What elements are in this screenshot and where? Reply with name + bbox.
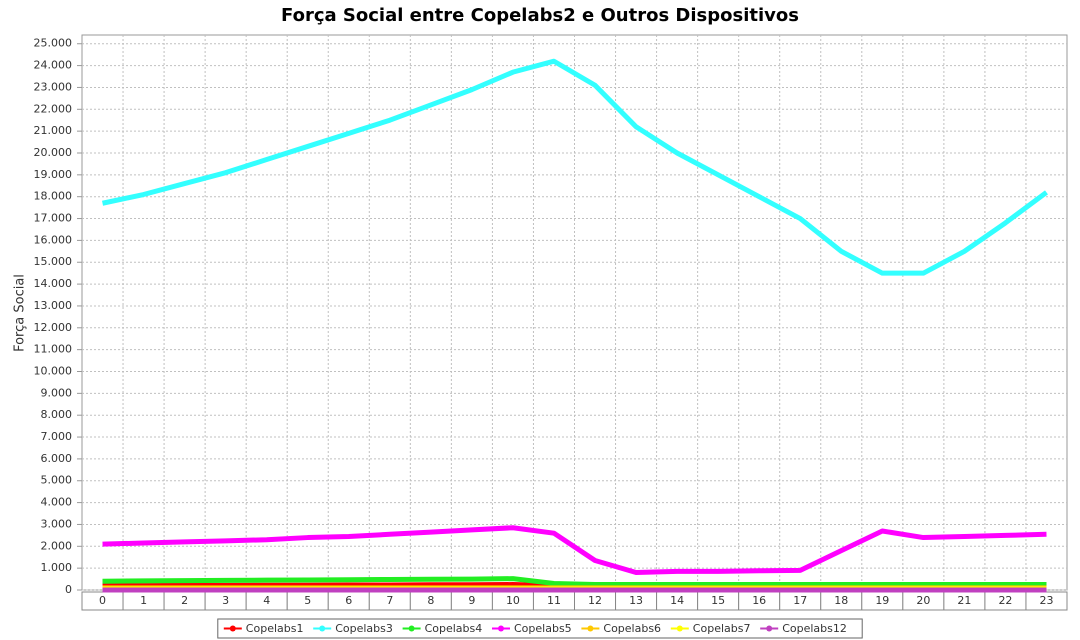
x-tick-label: 12	[588, 594, 602, 607]
x-tick-label: 4	[263, 594, 270, 607]
x-tick-label: 3	[222, 594, 229, 607]
legend-marker	[676, 625, 683, 632]
x-tick-label: 7	[386, 594, 393, 607]
legend-label: Copelabs4	[425, 622, 483, 635]
x-tick-label: 1	[140, 594, 147, 607]
y-tick-label: 2.000	[41, 539, 73, 552]
x-tick-label: 22	[998, 594, 1012, 607]
y-tick-label: 16.000	[34, 233, 73, 246]
x-tick-label: 23	[1039, 594, 1053, 607]
chart-title: Força Social entre Copelabs2 e Outros Di…	[281, 5, 799, 26]
x-tick-label: 19	[875, 594, 889, 607]
legend-marker	[766, 625, 773, 632]
legend-marker	[408, 625, 415, 632]
y-tick-label: 22.000	[34, 102, 73, 115]
y-tick-label: 13.000	[34, 299, 73, 312]
series-line	[102, 525, 1047, 576]
series-line	[102, 58, 1048, 276]
legend-label: Copelabs7	[693, 622, 751, 635]
y-tick-label: 6.000	[41, 452, 73, 465]
x-tick-label: 20	[916, 594, 930, 607]
y-tick-label: 12.000	[34, 321, 73, 334]
y-tick-label: 15.000	[34, 255, 73, 268]
y-axis-label: Força Social	[13, 274, 28, 352]
x-tick-label: 10	[506, 594, 520, 607]
x-tick-label: 2	[181, 594, 188, 607]
y-tick-label: 11.000	[34, 343, 73, 356]
legend-label: Copelabs5	[514, 622, 572, 635]
legend-label: Copelabs1	[246, 622, 304, 635]
y-tick-label: 25.000	[34, 37, 73, 50]
legend-label: Copelabs6	[603, 622, 661, 635]
x-tick-label: 0	[99, 594, 106, 607]
category-box	[1025, 591, 1068, 611]
x-tick-label: 9	[468, 594, 475, 607]
x-tick-label: 18	[834, 594, 848, 607]
x-tick-label: 13	[629, 594, 643, 607]
y-tick-label: 21.000	[34, 124, 73, 137]
legend-marker	[498, 625, 504, 632]
x-tick-label: 11	[547, 594, 561, 607]
x-tick-label: 14	[670, 594, 684, 607]
y-tick-label: 4.000	[41, 496, 73, 509]
y-tick-label: 8.000	[41, 408, 73, 421]
x-tick-label: 17	[793, 594, 807, 607]
y-tick-label: 7.000	[41, 430, 73, 443]
y-tick-label: 17.000	[34, 212, 73, 225]
y-tick-label: 5.000	[41, 474, 73, 487]
y-tick-label: 19.000	[34, 168, 73, 181]
y-tick-label: 0	[65, 583, 72, 596]
x-tick-label: 16	[752, 594, 766, 607]
legend-box	[217, 618, 863, 639]
legend-label: Copelabs3	[335, 622, 393, 635]
legend-marker	[587, 625, 594, 632]
y-tick-label: 1.000	[41, 561, 73, 574]
x-tick-label: 15	[711, 594, 725, 607]
series-line	[102, 576, 1047, 588]
x-tick-label: 21	[957, 594, 971, 607]
y-tick-label: 3.000	[41, 517, 73, 530]
legend-marker	[319, 625, 326, 632]
y-tick-label: 23.000	[34, 80, 73, 93]
y-tick-label: 20.000	[34, 146, 73, 159]
x-tick-label: 5	[304, 594, 311, 607]
legend-label: Copelabs12	[782, 622, 847, 635]
y-tick-label: 9.000	[41, 386, 73, 399]
y-tick-label: 24.000	[34, 59, 73, 72]
y-tick-label: 10.000	[34, 364, 73, 377]
x-tick-label: 6	[345, 594, 352, 607]
legend-marker	[229, 625, 236, 632]
x-tick-label: 8	[427, 594, 434, 607]
y-tick-label: 14.000	[34, 277, 73, 290]
y-tick-label: 18.000	[34, 190, 73, 203]
